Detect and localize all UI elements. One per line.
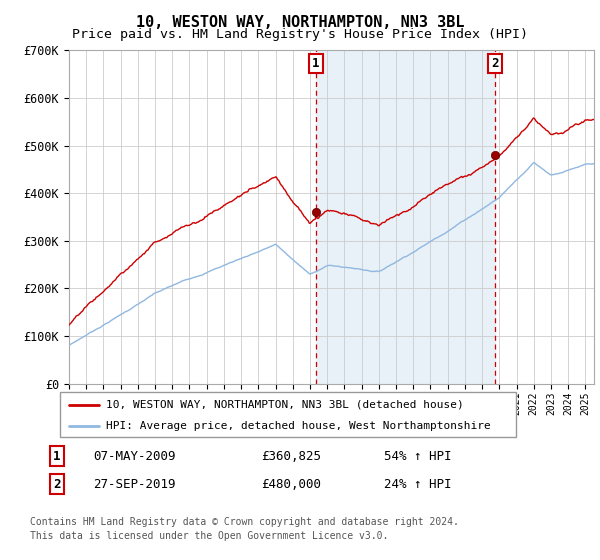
Text: Price paid vs. HM Land Registry's House Price Index (HPI): Price paid vs. HM Land Registry's House …: [72, 28, 528, 41]
Text: 07-MAY-2009: 07-MAY-2009: [93, 450, 176, 463]
Text: 24% ↑ HPI: 24% ↑ HPI: [384, 478, 452, 491]
Text: 54% ↑ HPI: 54% ↑ HPI: [384, 450, 452, 463]
Text: Contains HM Land Registry data © Crown copyright and database right 2024.
This d: Contains HM Land Registry data © Crown c…: [30, 517, 459, 541]
Text: HPI: Average price, detached house, West Northamptonshire: HPI: Average price, detached house, West…: [106, 421, 490, 431]
Text: 27-SEP-2019: 27-SEP-2019: [93, 478, 176, 491]
Text: 10, WESTON WAY, NORTHAMPTON, NN3 3BL (detached house): 10, WESTON WAY, NORTHAMPTON, NN3 3BL (de…: [106, 399, 463, 409]
FancyBboxPatch shape: [60, 392, 516, 437]
Text: 2: 2: [491, 57, 499, 70]
Text: 10, WESTON WAY, NORTHAMPTON, NN3 3BL: 10, WESTON WAY, NORTHAMPTON, NN3 3BL: [136, 15, 464, 30]
Text: 1: 1: [53, 450, 61, 463]
Bar: [316, 50, 495, 384]
Text: £480,000: £480,000: [261, 478, 321, 491]
Text: 2: 2: [53, 478, 61, 491]
Text: 1: 1: [312, 57, 320, 70]
Text: £360,825: £360,825: [261, 450, 321, 463]
